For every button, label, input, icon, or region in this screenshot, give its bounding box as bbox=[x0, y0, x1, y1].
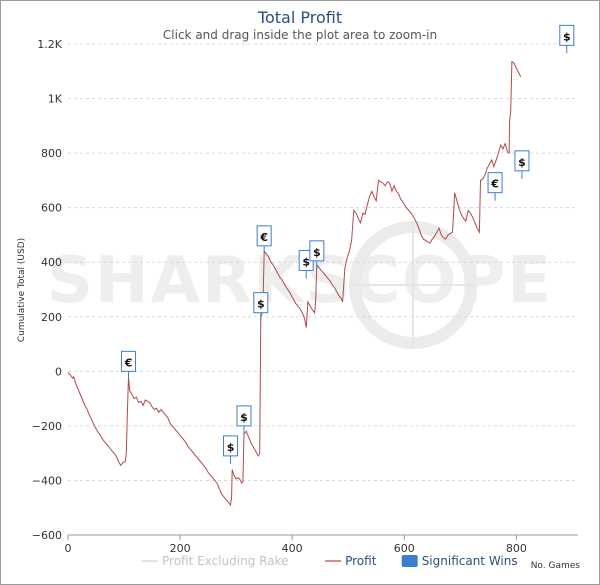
watermark-target-icon bbox=[349, 221, 477, 349]
legend-label: Profit Excluding Rake bbox=[162, 554, 288, 568]
win-marker-label: $ bbox=[257, 298, 265, 311]
win-marker-flag bbox=[514, 150, 530, 172]
y-tick-label: −200 bbox=[32, 420, 62, 433]
win-marker-flag bbox=[487, 172, 503, 194]
y-tick-label: 0 bbox=[55, 365, 62, 378]
y-tick-label: 800 bbox=[41, 147, 62, 160]
y-tick-label: −600 bbox=[32, 529, 62, 542]
significant-win-marker[interactable]: $ bbox=[514, 150, 530, 179]
win-marker-label: $ bbox=[313, 246, 321, 259]
win-marker-label: $ bbox=[240, 411, 248, 424]
significant-win-marker[interactable]: € bbox=[487, 172, 503, 201]
win-marker-label: € bbox=[490, 178, 499, 191]
x-tick-label: 400 bbox=[282, 542, 303, 555]
y-axis-label: Cumulative Total (USD) bbox=[17, 238, 27, 342]
win-marker-label: $ bbox=[563, 30, 571, 43]
significant-win-marker[interactable]: $ bbox=[309, 240, 325, 269]
significant-win-marker[interactable]: $ bbox=[253, 292, 269, 321]
y-tick-label: 1K bbox=[48, 93, 63, 106]
significant-win-marker[interactable]: $ bbox=[223, 435, 239, 464]
x-tick-label: 800 bbox=[506, 542, 527, 555]
legend-item-profit-excluding-rake[interactable]: Profit Excluding Rake bbox=[142, 554, 288, 568]
win-marker-flag bbox=[236, 405, 252, 427]
series-line-profit[interactable] bbox=[67, 60, 522, 507]
win-marker-label: € bbox=[259, 231, 268, 244]
win-marker-flag bbox=[223, 435, 239, 457]
x-tick-label: 0 bbox=[65, 542, 72, 555]
legend-item-significant-wins[interactable]: Significant Wins bbox=[401, 554, 518, 568]
win-marker-flag bbox=[256, 225, 272, 247]
win-marker-label: € bbox=[124, 356, 133, 369]
x-tick-label: 200 bbox=[170, 542, 191, 555]
y-tick-label: 600 bbox=[41, 202, 62, 215]
chart-title: Total Profit bbox=[257, 8, 343, 27]
significant-win-marker[interactable]: € bbox=[121, 350, 137, 380]
win-marker-flag bbox=[121, 350, 137, 372]
win-marker-flag bbox=[253, 292, 269, 314]
x-axis-label: No. Games bbox=[531, 561, 581, 571]
y-tick-label: 400 bbox=[41, 256, 62, 269]
significant-win-marker[interactable]: $ bbox=[236, 405, 252, 434]
win-marker-flag bbox=[309, 240, 325, 262]
y-tick-label: 1.2K bbox=[37, 38, 62, 51]
significant-win-marker[interactable]: $ bbox=[559, 24, 575, 54]
win-marker-label: $ bbox=[518, 156, 526, 169]
win-marker-label: $ bbox=[227, 441, 235, 454]
legend-label: Significant Wins bbox=[422, 554, 518, 568]
win-marker-label: $ bbox=[302, 255, 310, 268]
x-tick-label: 600 bbox=[394, 542, 415, 555]
significant-win-marker[interactable]: € bbox=[256, 225, 272, 254]
win-marker-flag bbox=[559, 24, 575, 46]
y-tick-label: −400 bbox=[32, 474, 62, 487]
legend-item-profit[interactable]: Profit bbox=[325, 554, 377, 568]
y-tick-label: 200 bbox=[41, 311, 62, 324]
chart-subtitle: Click and drag inside the plot area to z… bbox=[162, 28, 438, 42]
legend-label: Profit bbox=[345, 554, 377, 568]
legend-swatch bbox=[401, 555, 418, 567]
